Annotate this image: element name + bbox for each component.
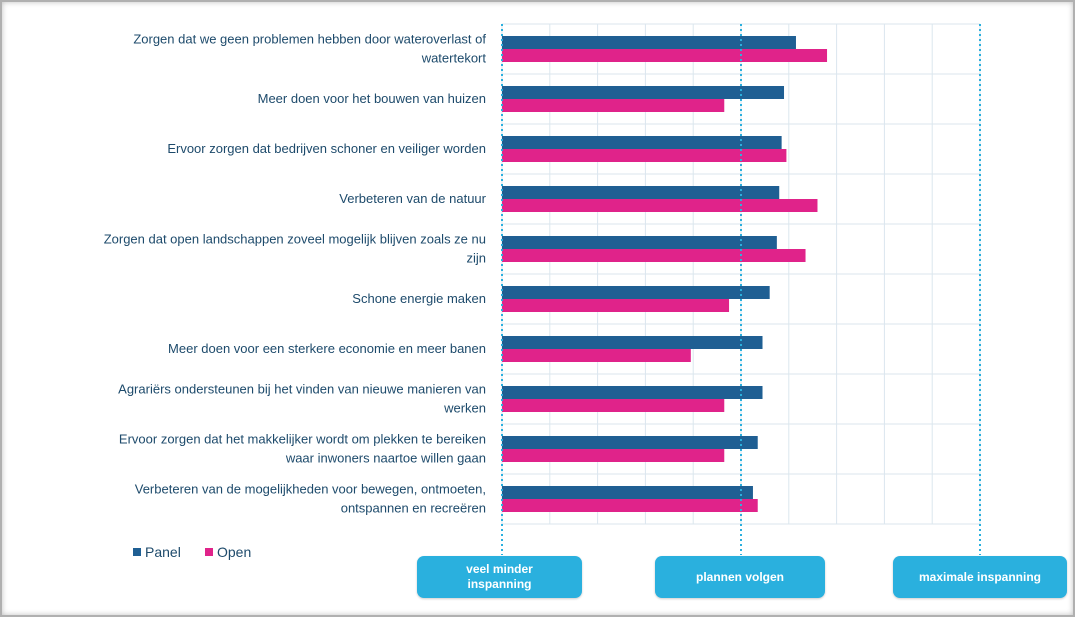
scale-label-veel-minder-inspanning: veel minder inspanning [417, 556, 582, 598]
category-label: waar inwoners naartoe willen gaan [285, 451, 486, 466]
bar-panel [502, 36, 796, 49]
bar-open [502, 399, 725, 412]
bar-open [502, 49, 828, 62]
legend-label-panel: Panel [145, 544, 181, 560]
bar-panel [502, 236, 777, 249]
category-label: Verbeteren van de natuur [339, 191, 486, 206]
bar-panel [502, 86, 785, 99]
legend-label-open: Open [217, 544, 251, 560]
bar-panel [502, 186, 780, 199]
bar-panel [502, 486, 753, 499]
category-label: watertekort [421, 51, 487, 66]
category-label: ontspannen en recreëren [341, 501, 486, 516]
category-label: Ervoor zorgen dat het makkelijker wordt … [119, 432, 486, 447]
bar-panel [502, 136, 782, 149]
scale-label-plannen-volgen: plannen volgen [655, 556, 825, 598]
bar-panel [502, 336, 763, 349]
bar-panel [502, 286, 770, 299]
bar-open [502, 349, 691, 362]
category-label: Meer doen voor het bouwen van huizen [258, 91, 486, 106]
bar-open [502, 299, 730, 312]
bar-open [502, 99, 725, 112]
category-label: Meer doen voor een sterkere economie en … [168, 341, 486, 356]
category-label: Zorgen dat open landschappen zoveel moge… [104, 232, 486, 247]
bar-open [502, 449, 725, 462]
category-label: zijn [466, 251, 486, 266]
scale-label-maximale-inspanning: maximale inspanning [893, 556, 1067, 598]
bar-open [502, 149, 787, 162]
category-label: Zorgen dat we geen problemen hebben door… [133, 32, 486, 47]
bar-open [502, 249, 806, 262]
category-label: Ervoor zorgen dat bedrijven schoner en v… [167, 141, 486, 156]
legend-swatch-panel [133, 548, 141, 556]
category-label: Schone energie maken [352, 291, 486, 306]
category-label: Agrariërs ondersteunen bij het vinden va… [118, 382, 486, 397]
legend-swatch-open [205, 548, 213, 556]
category-label: Verbeteren van de mogelijkheden voor bew… [135, 482, 486, 497]
bar-open [502, 499, 758, 512]
bar-open [502, 199, 818, 212]
category-label: werken [443, 401, 486, 416]
bar-panel [502, 386, 763, 399]
bar-panel [502, 436, 758, 449]
